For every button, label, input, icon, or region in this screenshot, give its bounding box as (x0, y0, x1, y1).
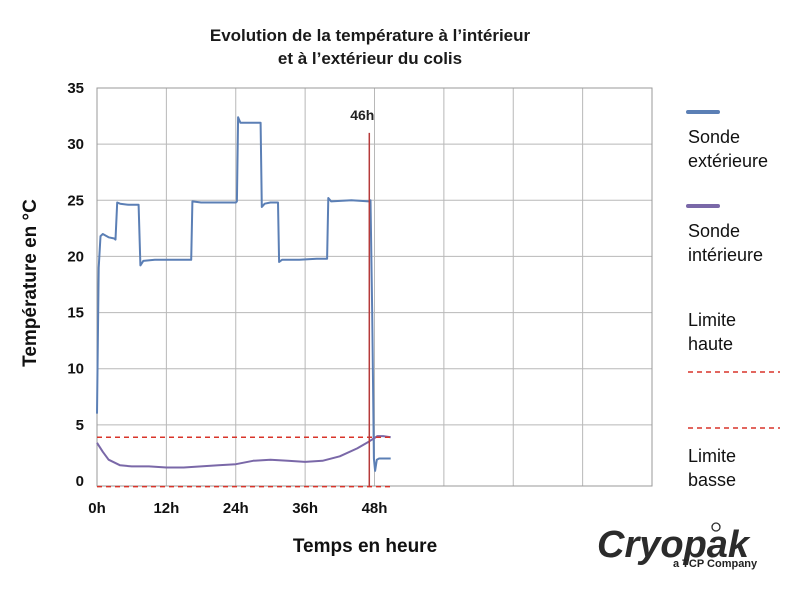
chart-title-line-2: et à l’extérieur du colis (278, 49, 462, 68)
legend-label-line1: Limite (688, 310, 736, 330)
y-tick-label: 15 (67, 305, 84, 322)
x-tick-label: 48h (362, 500, 388, 517)
x-tick-label: 12h (153, 500, 179, 517)
y-tick-label: 10 (67, 361, 84, 378)
x-tick-label: 0h (88, 500, 106, 517)
y-tick-labels: 0 5 10 15 20 25 30 35 (67, 80, 84, 490)
y-tick-label: 25 (67, 192, 84, 209)
legend-label-line2: haute (688, 334, 733, 354)
legend-label-line2: intérieure (688, 245, 763, 265)
plot-frame (96, 87, 653, 487)
registered-mark-icon (711, 522, 721, 532)
legend: Sonde extérieure Sonde intérieure Limite haut… (686, 110, 780, 490)
x-axis-label: Temps en heure (293, 536, 437, 557)
series-line-sonde-interieure (96, 435, 391, 469)
legend-label-line1: Limite (688, 446, 736, 466)
y-tick-label: 20 (67, 248, 84, 265)
x-tick-label: 36h (292, 500, 318, 517)
grid (97, 87, 652, 486)
marker-label: 46h (350, 107, 374, 123)
y-tick-label: 30 (67, 136, 84, 153)
y-tick-label: 35 (67, 80, 84, 97)
y-axis-label: Température en °C (20, 199, 41, 367)
x-tick-label: 24h (223, 500, 249, 517)
y-tick-label: 5 (76, 417, 84, 434)
chart-title-line-1: Evolution de la température à l’intérieu… (210, 26, 531, 45)
legend-label-line2: basse (688, 470, 736, 490)
series-group (96, 116, 391, 488)
legend-label-line1: Sonde (688, 221, 740, 241)
logo-tagline: a TCP Company (673, 558, 758, 570)
legend-label-line2: extérieure (688, 151, 768, 171)
series-line-sonde-exterieure (96, 116, 391, 472)
y-tick-label: 0 (76, 473, 84, 490)
logo-brand-text: Cryopak (597, 524, 751, 566)
legend-label-line1: Sonde (688, 127, 740, 147)
marker-group: 46h (350, 107, 374, 486)
cryopak-logo: Cryopak a TCP Company (597, 522, 758, 570)
x-tick-labels: 0h 12h 24h 36h 48h (88, 500, 387, 517)
